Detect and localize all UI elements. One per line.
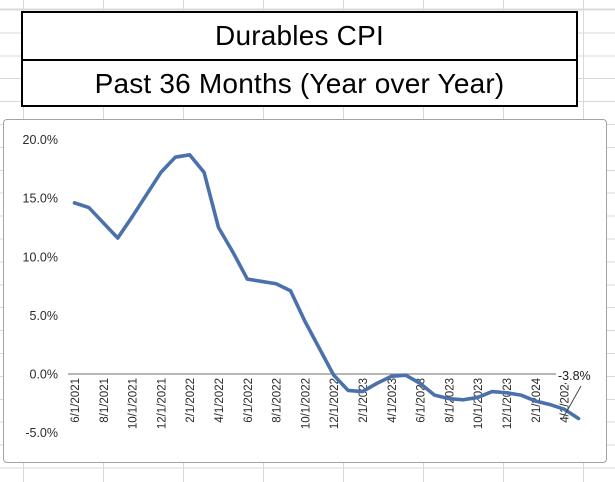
y-axis-tick-label: 20.0% xyxy=(23,133,58,147)
y-axis-tick-label: 5.0% xyxy=(30,309,59,323)
y-axis-tick-label: 10.0% xyxy=(23,250,58,264)
x-axis-tick-label: 4/1/2022 xyxy=(214,378,226,423)
data-label-leader-line xyxy=(562,385,582,419)
chart-title: Durables CPI xyxy=(23,13,576,61)
cpi-line-series[interactable] xyxy=(72,153,581,421)
last-point-data-label[interactable]: -3.8% xyxy=(558,369,591,383)
chart-subtitle: Past 36 Months (Year over Year) xyxy=(94,67,505,99)
x-axis-tick-label: 2/1/2022 xyxy=(185,378,197,423)
x-axis-tick-label: 4/1/2024 xyxy=(560,377,572,422)
data-label-background xyxy=(556,368,601,383)
x-axis-tick-label: 2/1/2023 xyxy=(358,378,370,423)
chart-title-box: Durables CPI Past 36 Months (Year over Y… xyxy=(21,11,578,107)
plot-svg: 20.0% 15.0% 10.0% 5.0% 0.0% -5.0% 6/1/2021 8/1/… xyxy=(23,133,601,440)
x-axis-tick-label: 6/1/2021 xyxy=(70,378,82,423)
x-axis-tick-label: 12/1/2021 xyxy=(156,378,168,429)
cpi-line-chart[interactable]: 20.0% 15.0% 10.0% 5.0% 0.0% -5.0% 6/1/2021 8/1/… xyxy=(3,119,607,463)
y-axis-tick-label: 0.0% xyxy=(30,368,59,382)
x-axis-tick-label: 12/1/2022 xyxy=(329,378,341,429)
x-axis-tick-label: 10/1/2021 xyxy=(128,378,140,429)
x-axis-tick-label: 8/1/2021 xyxy=(99,378,111,423)
x-axis-tick-label: 10/1/2023 xyxy=(473,378,485,429)
x-axis-tick-label: 4/1/2023 xyxy=(387,378,399,423)
y-axis-tick-label: 15.0% xyxy=(23,192,58,206)
y-axis-tick-label: -5.0% xyxy=(25,426,58,440)
x-axis-tick-label: 6/1/2022 xyxy=(243,378,255,423)
x-axis-tick-label: 8/1/2022 xyxy=(272,378,284,423)
x-axis-tick-label: 12/1/2023 xyxy=(502,378,514,429)
x-axis-tick-label: 10/1/2022 xyxy=(300,378,312,429)
